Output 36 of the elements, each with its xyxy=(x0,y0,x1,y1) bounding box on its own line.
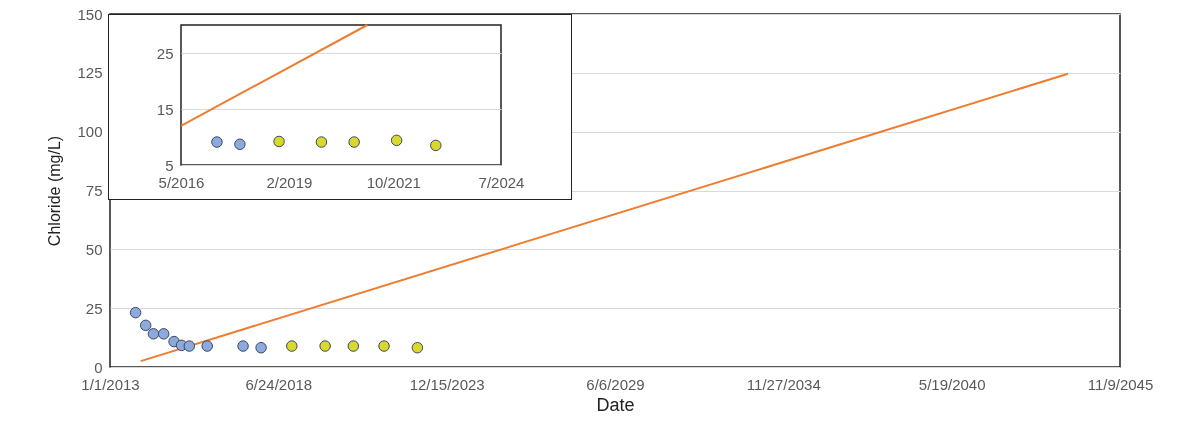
point xyxy=(147,328,160,340)
y-tick-label: 50 xyxy=(85,240,103,258)
point xyxy=(139,319,152,332)
point xyxy=(255,341,267,354)
x-tick-label: 10/2021 xyxy=(366,173,421,191)
y-axis-title: Chloride (mg/L) xyxy=(46,135,64,247)
y-tick-label: 15 xyxy=(156,100,174,118)
y-tick-label: 125 xyxy=(77,64,103,82)
point xyxy=(319,340,331,352)
x-tick-label: 11/9/2045 xyxy=(1087,375,1154,393)
x-tick-label: 1/1/2013 xyxy=(81,375,140,393)
x-tick-label: 5/19/2040 xyxy=(918,375,986,393)
y-tick-label: 0 xyxy=(94,358,103,376)
point xyxy=(347,340,360,352)
point xyxy=(378,340,390,352)
x-tick-label: 5/2016 xyxy=(158,173,205,191)
x-tick-label: 7/2024 xyxy=(478,173,525,191)
point xyxy=(411,341,424,354)
y-tick-label: 75 xyxy=(85,182,103,199)
point xyxy=(286,340,298,352)
x-axis-title: Date xyxy=(596,394,635,415)
x-tick-label: 2/2019 xyxy=(266,173,313,191)
x-tick-label: 12/15/2023 xyxy=(409,375,485,393)
y-tick-label: 25 xyxy=(156,44,174,62)
point xyxy=(237,340,249,352)
y-tick-label: 25 xyxy=(85,299,103,317)
y-tick-label: 150 xyxy=(77,5,103,23)
point xyxy=(201,340,213,352)
x-tick-label: 6/6/2029 xyxy=(586,375,645,393)
y-tick-label: 100 xyxy=(77,123,103,141)
point xyxy=(183,340,196,352)
point xyxy=(157,328,170,340)
point xyxy=(129,306,142,319)
x-tick-label: 11/27/2034 xyxy=(746,375,821,393)
x-tick-label: 6/24/2018 xyxy=(245,375,313,393)
y-tick-label: 5 xyxy=(165,156,174,174)
